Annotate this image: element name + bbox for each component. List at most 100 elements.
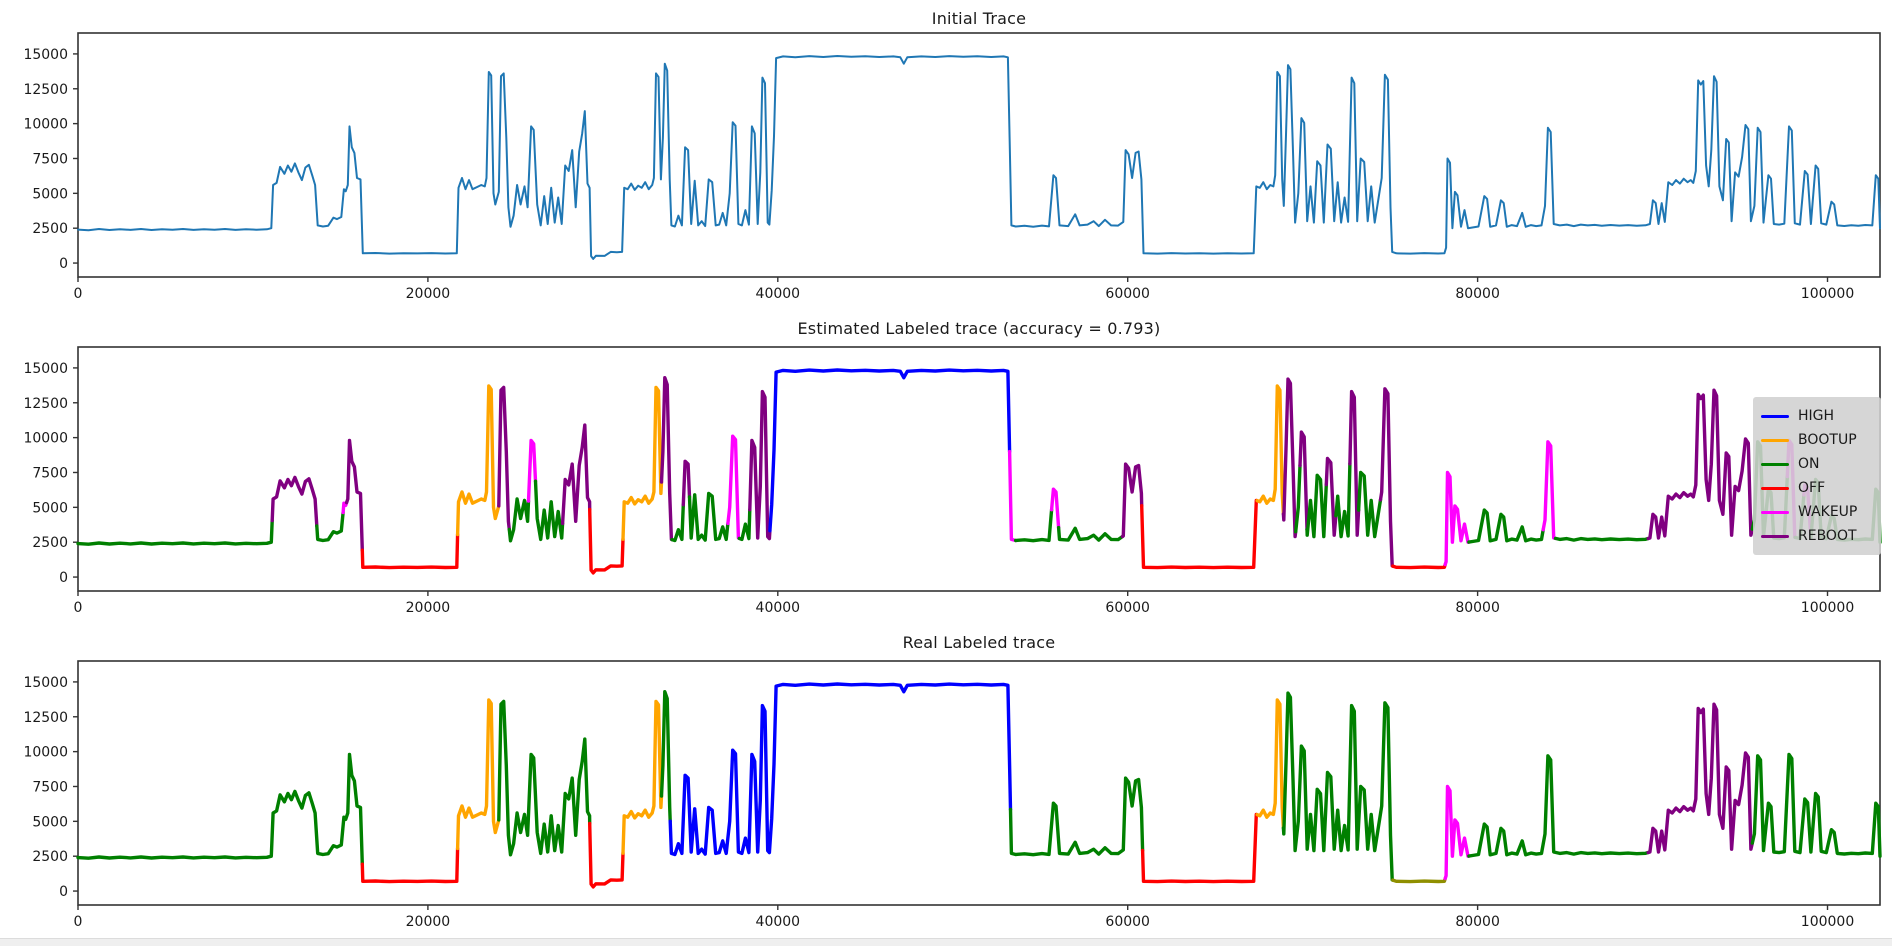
- legend-item-high: HIGH: [1761, 404, 1875, 428]
- y-tick-label: 7500: [32, 151, 68, 167]
- trace-segment-bootup: [621, 385, 664, 541]
- trace-segment-reboot: [497, 385, 511, 532]
- y-tick-label: 5000: [32, 814, 68, 830]
- trace-segment-reboot: [1298, 430, 1309, 532]
- x-tick-label: 60000: [1105, 286, 1150, 302]
- y-tick-label: 5000: [32, 186, 68, 202]
- trace-segment-reboot: [1646, 702, 1754, 855]
- bottom-edge-strip: [0, 938, 1892, 946]
- legend: HIGH BOOTUP ON OFF WAKEUP REBOOT: [1753, 397, 1881, 555]
- trace-segment-high: [668, 682, 1013, 857]
- title-real-labeled-trace: Real Labeled trace: [902, 633, 1056, 652]
- x-tick-label: 100000: [1801, 914, 1854, 930]
- trace-segment-reboot: [748, 389, 772, 541]
- trace-segment-off: [588, 821, 625, 889]
- x-tick-label: 80000: [1455, 600, 1500, 616]
- y-tick-label: 7500: [32, 465, 68, 481]
- trace-segment-on: [1281, 691, 1395, 882]
- legend-swatch-bootup: [1761, 438, 1789, 442]
- y-tick-label: 5000: [32, 500, 68, 516]
- trace-segment-reboot: [1120, 462, 1144, 539]
- trace-segment-on: [315, 510, 345, 543]
- y-tick-label: 10000: [23, 117, 68, 133]
- trace-segment-reboot: [681, 459, 692, 507]
- trace-segment-on: [1305, 473, 1328, 539]
- trace-segment-off: [360, 846, 460, 884]
- x-tick-label: 20000: [406, 914, 451, 930]
- trace-segment-bootup: [1255, 698, 1286, 830]
- trace-segment-on: [1294, 463, 1302, 534]
- trace-segment-wakeup: [726, 434, 741, 541]
- trace-segment-on: [737, 508, 752, 542]
- legend-label: REBOOT: [1798, 528, 1857, 544]
- legend-label: OFF: [1798, 480, 1826, 496]
- y-tick-label: 2500: [32, 849, 68, 865]
- x-tick-label: 0: [74, 914, 83, 930]
- trace-segment-wakeup: [1007, 449, 1018, 543]
- trace-segment-on: [1056, 525, 1125, 542]
- title-initial-trace: Initial Trace: [931, 9, 1027, 28]
- trace-segment-wakeup: [1443, 470, 1471, 567]
- x-tick-label: 80000: [1455, 914, 1500, 930]
- trace-segment-wakeup: [1443, 784, 1471, 881]
- trace-segment-off: [1140, 812, 1259, 884]
- panel-1: 0 20000 40000 60000 80000 100000 0 2500 5000 7500…: [23, 346, 1882, 616]
- trace-segment-bootup: [1255, 384, 1286, 516]
- y-tick-label: 15000: [23, 361, 68, 377]
- trace-segment-reboot: [1281, 377, 1298, 539]
- legend-swatch-reboot: [1761, 534, 1789, 538]
- x-tick-label: 0: [74, 600, 83, 616]
- trace-segment-on: [497, 699, 592, 857]
- trace-segment-off: [360, 532, 460, 570]
- x-tick-label: 80000: [1455, 286, 1500, 302]
- trace-segment-unlabeled: [1391, 876, 1447, 884]
- trace-segment-reboot: [1348, 389, 1361, 537]
- trace-segment-on: [670, 503, 685, 543]
- trace-segment-on: [507, 497, 531, 543]
- trace-segment-on: [1008, 776, 1145, 857]
- plot-border: [77, 32, 1881, 278]
- trace-segment-on: [533, 479, 565, 542]
- legend-label: BOOTUP: [1798, 432, 1857, 448]
- trace-segment-bootup: [455, 698, 501, 851]
- trace-segment-reboot: [1378, 387, 1395, 568]
- x-tick-label: 20000: [406, 286, 451, 302]
- y-tick-label: 12500: [23, 710, 68, 726]
- legend-swatch-high: [1761, 414, 1789, 418]
- trace-segment-bootup: [621, 699, 664, 855]
- x-tick-label: 100000: [1801, 600, 1854, 616]
- legend-swatch-off: [1761, 486, 1789, 490]
- trace-segment-off: [1391, 562, 1447, 570]
- trace-segment-wakeup: [1049, 487, 1061, 530]
- y-tick-label: 2500: [32, 221, 68, 237]
- panel-2: 0 20000 40000 60000 80000 100000 0 2500 5000 7500…: [23, 660, 1882, 930]
- y-tick-label: 0: [59, 256, 68, 272]
- x-tick-label: 20000: [406, 600, 451, 616]
- x-tick-label: 100000: [1801, 286, 1854, 302]
- trace-segment-on: [76, 518, 274, 546]
- legend-item-off: OFF: [1761, 476, 1875, 500]
- trace-segment-reboot: [560, 423, 592, 526]
- trace-segment-on: [1356, 470, 1383, 539]
- legend-item-on: ON: [1761, 452, 1875, 476]
- y-tick-label: 12500: [23, 82, 68, 98]
- legend-swatch-on: [1761, 462, 1789, 466]
- trace-segment-on: [687, 491, 730, 542]
- legend-item-bootup: BOOTUP: [1761, 428, 1875, 452]
- trace-segment-on: [1553, 536, 1650, 542]
- trace-segment-on: [1467, 754, 1650, 858]
- trace-segment-reboot: [270, 475, 319, 528]
- panel-0: 0 20000 40000 60000 80000 100000 0 2500 5000 7500…: [23, 32, 1881, 302]
- trace-segment-reboot: [659, 376, 674, 542]
- trace-segment-on: [1014, 508, 1054, 543]
- trace-segment-on: [76, 752, 364, 866]
- trace-segment-on: [659, 690, 672, 823]
- trace-segment-on: [1334, 462, 1352, 539]
- y-tick-label: 0: [59, 570, 68, 586]
- y-tick-label: 15000: [23, 47, 68, 63]
- legend-label: ON: [1798, 456, 1820, 472]
- x-tick-label: 60000: [1105, 914, 1150, 930]
- legend-label: WAKEUP: [1798, 504, 1858, 520]
